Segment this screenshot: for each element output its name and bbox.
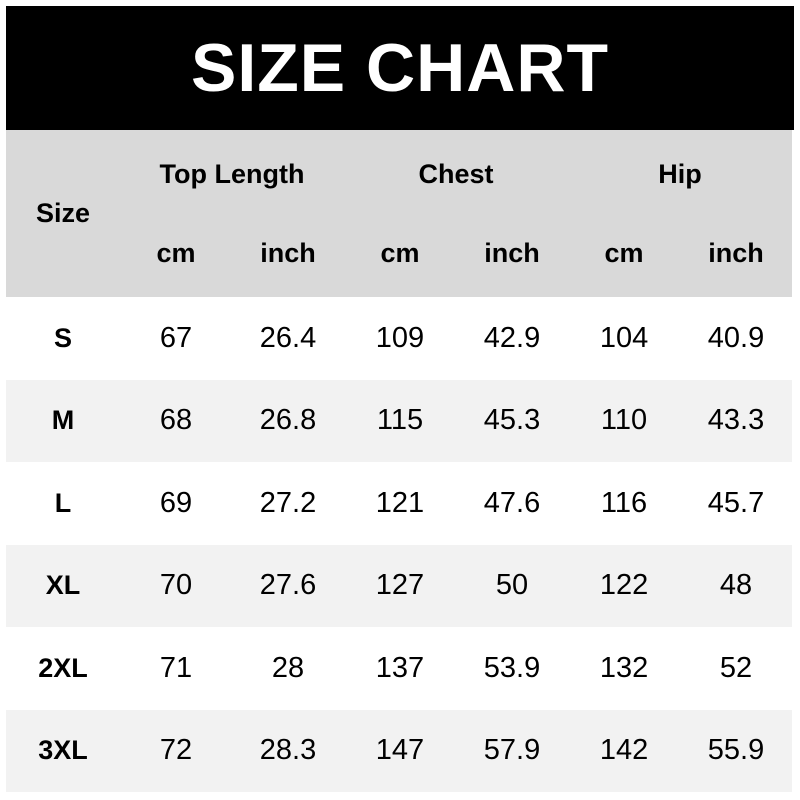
- size-cell: S: [53, 322, 72, 353]
- table-row: XL 70 27.6 127 50 122 48: [6, 544, 793, 627]
- measurement-cell: 127: [375, 569, 425, 602]
- unit-header: cm: [604, 237, 644, 268]
- measurement-cell: 67: [159, 321, 193, 354]
- measurement-cell: 40.9: [707, 321, 765, 354]
- hip-header: Hip: [658, 159, 702, 190]
- measurement-cell: 68: [159, 404, 193, 437]
- chest-header: Chest: [418, 159, 494, 190]
- measurement-cell: 27.6: [259, 569, 317, 602]
- measurement-cell: 116: [600, 486, 648, 519]
- size-cell: M: [51, 405, 75, 436]
- top-length-header: Top Length: [159, 159, 305, 190]
- unit-header: inch: [260, 237, 316, 268]
- measurement-cell: 115: [376, 404, 424, 437]
- table-header: Size Top Length Chest Hip cm inch cm inc…: [6, 130, 793, 297]
- table-row: M 68 26.8 115 45.3 110 43.3: [6, 379, 793, 462]
- measurement-cell: 28: [271, 651, 305, 684]
- size-cell: 2XL: [38, 652, 88, 683]
- measurement-cell: 110: [600, 404, 648, 437]
- measurement-cell: 109: [375, 321, 425, 354]
- size-column-header: Size: [35, 198, 91, 228]
- unit-header: cm: [156, 237, 196, 268]
- unit-header: cm: [380, 237, 420, 268]
- measurement-cell: 45.7: [707, 486, 765, 519]
- measurement-cell: 43.3: [707, 404, 765, 437]
- unit-header: inch: [708, 237, 764, 268]
- measurement-cell: 70: [159, 569, 193, 602]
- measurement-cell: 45.3: [483, 404, 541, 437]
- measurement-cell: 72: [159, 734, 193, 767]
- measurement-cell: 104: [599, 321, 649, 354]
- size-cell: 3XL: [38, 735, 88, 766]
- table-row: L 69 27.2 121 47.6 116 45.7: [6, 462, 792, 545]
- size-cell: L: [54, 487, 72, 518]
- measurement-cell: 28.3: [259, 734, 317, 767]
- measurement-cell: 69: [159, 486, 193, 519]
- measurement-cell: 47.6: [483, 486, 541, 519]
- measurement-cell: 53.9: [483, 651, 541, 684]
- measurement-cell: 132: [599, 651, 649, 684]
- size-chart-title: SIZE CHART: [6, 6, 794, 130]
- measurement-cell: 55.9: [707, 734, 765, 767]
- measurement-cell: 142: [599, 734, 649, 767]
- measurement-cell: 147: [375, 734, 425, 767]
- measurement-cell: 52: [719, 651, 753, 684]
- unit-header: inch: [484, 237, 540, 268]
- measurement-cell: 48: [719, 569, 753, 602]
- table-body: S 67 26.4 109 42.9 104 40.9 M 68 26.8 115 45.3 110 43…: [6, 297, 793, 792]
- measurement-cell: 121: [375, 486, 425, 519]
- size-table: Size Top Length Chest Hip cm inch cm inc…: [6, 130, 793, 792]
- measurement-cell: 26.4: [259, 321, 317, 354]
- measurement-cell: 42.9: [483, 321, 541, 354]
- table-row: S 67 26.4 109 42.9 104 40.9: [6, 297, 792, 380]
- table-row: 3XL 72 28.3 147 57.9 142 55.9: [6, 709, 793, 792]
- table-row: 2XL 71 28 137 53.9 132 52: [6, 627, 792, 710]
- measurement-cell: 71: [159, 651, 193, 684]
- measurement-cell: 26.8: [259, 404, 317, 437]
- measurement-cell: 57.9: [483, 734, 541, 767]
- measurement-cell: 122: [599, 569, 649, 602]
- measurement-cell: 27.2: [259, 486, 317, 519]
- size-cell: XL: [45, 570, 81, 601]
- measurement-cell: 137: [375, 651, 425, 684]
- measurement-cell: 50: [495, 569, 529, 602]
